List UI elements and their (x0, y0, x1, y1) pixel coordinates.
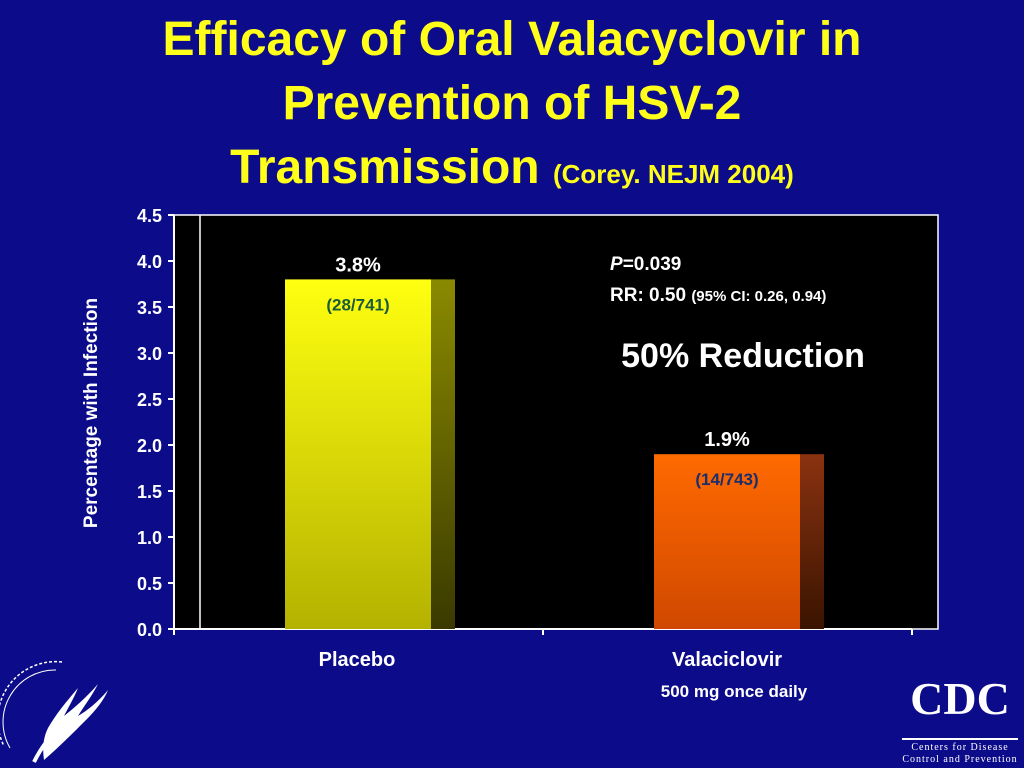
y-tick-label: 3.5 (137, 298, 162, 318)
title-line-3: Transmission (Corey. NEJM 2004) (0, 136, 1024, 206)
reduction-annotation: 50% Reduction (621, 337, 865, 375)
y-tick-label: 2.0 (137, 436, 162, 456)
title-line-3-text: Transmission (230, 141, 540, 194)
bar-count-label: (14/743) (695, 470, 758, 489)
p-value-annotation: P=0.039 (610, 254, 681, 275)
bar-value-label: 3.8% (335, 254, 381, 276)
cdc-mark: CDC (910, 673, 1010, 724)
y-tick-label: 3.0 (137, 344, 162, 364)
rr-ci: (95% CI: 0.26, 0.94) (691, 288, 826, 305)
cdc-line-1: Centers for Disease (911, 742, 1009, 753)
y-tick-label: 0.0 (137, 620, 162, 640)
bar-count-label: (28/741) (326, 295, 389, 314)
bar-placebo (285, 279, 431, 629)
y-tick-label: 4.5 (137, 206, 162, 226)
y-tick-label: 4.0 (137, 252, 162, 272)
cdc-rule (902, 738, 1018, 740)
bar-value-label: 1.9% (704, 429, 750, 451)
hhs-logo (0, 660, 108, 763)
title-citation: (Corey. NEJM 2004) (552, 159, 794, 189)
bar-shadow-valaciclovir (800, 454, 824, 629)
title-line-1: Efficacy of Oral Valacyclovir in (162, 13, 862, 66)
y-axis-label: Percentage with Infection (81, 298, 102, 528)
rr-annotation: RR: 0.50 (95% CI: 0.26, 0.94) (610, 285, 826, 306)
y-tick-label: 1.5 (137, 482, 162, 502)
p-label: P (610, 254, 623, 275)
title-line-2: Prevention of HSV-2 (282, 77, 742, 130)
x-sublabel-valaciclovir: 500 mg once daily (661, 682, 808, 701)
hhs-eagle-seal-icon (0, 660, 108, 763)
cdc-line-2: Control and Prevention (902, 754, 1018, 765)
bar-valaciclovir (654, 454, 800, 629)
bar-shadow-placebo (431, 279, 455, 629)
y-tick-label: 1.0 (137, 528, 162, 548)
p-value: =0.039 (623, 254, 682, 275)
y-tick-label: 2.5 (137, 390, 162, 410)
cdc-logo: CDC Centers for Disease Control and Prev… (896, 668, 1024, 768)
x-label-valaciclovir: Valaciclovir (672, 649, 782, 671)
x-label-placebo: Placebo (319, 649, 396, 671)
y-tick-label: 0.5 (137, 574, 162, 594)
rr-main: RR: 0.50 (610, 285, 686, 306)
slide-title: Efficacy of Oral Valacyclovir in Prevent… (0, 8, 1024, 206)
